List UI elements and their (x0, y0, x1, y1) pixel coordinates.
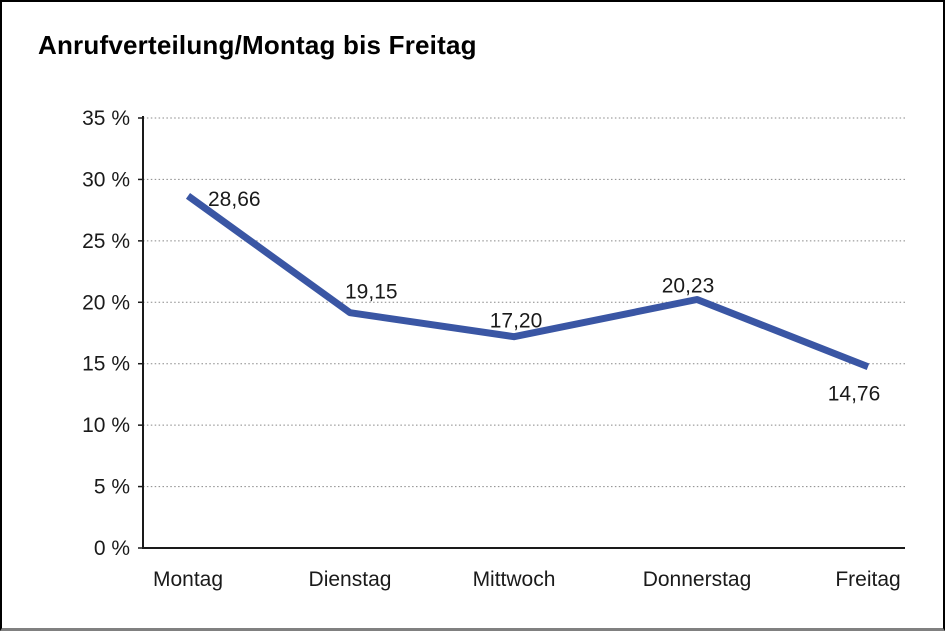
y-tick-label: 25 % (82, 230, 130, 253)
x-axis-label: Freitag (835, 568, 900, 591)
y-tick-label: 35 % (82, 107, 130, 130)
data-point-label: 17,20 (490, 310, 543, 333)
data-line (185, 193, 870, 370)
y-tick-label: 5 % (94, 476, 130, 499)
data-point-label: 28,66 (208, 188, 261, 211)
data-point-label: 14,76 (828, 383, 881, 406)
y-tick-label: 30 % (82, 168, 130, 191)
y-tick-label: 15 % (82, 353, 130, 376)
y-tick-label: 20 % (82, 291, 130, 314)
data-point-label: 19,15 (345, 281, 398, 304)
chart-title: Anrufverteilung/Montag bis Freitag (38, 30, 477, 60)
y-tick-label: 10 % (82, 414, 130, 437)
y-tick-label: 0 % (94, 537, 130, 560)
x-axis-label: Montag (153, 568, 223, 591)
data-point-label: 20,23 (662, 274, 715, 297)
x-axis-label: Mittwoch (473, 568, 556, 591)
x-axis-label: Donnerstag (643, 568, 752, 591)
x-axis-label: Dienstag (309, 568, 392, 591)
